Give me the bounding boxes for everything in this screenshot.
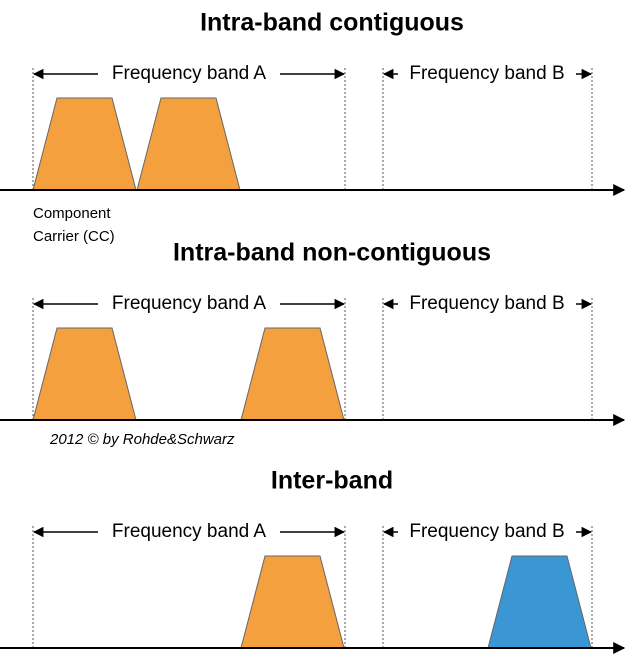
band-label: Frequency band B [409,293,564,314]
band-label: Frequency band B [409,521,564,542]
band-label: Frequency band B [409,63,564,84]
carrier [32,327,137,421]
carrier [136,97,241,191]
carrier [487,555,592,649]
carrier [32,97,137,191]
copyright: 2012 © by Rohde&Schwarz [49,431,235,448]
band-label: Frequency band A [112,521,267,542]
annotation: Carrier (CC) [33,228,115,245]
band-label: Frequency band A [112,293,267,314]
band-label: Frequency band A [112,63,267,84]
panel-title: Intra-band contiguous [200,9,464,37]
panel-title: Inter-band [271,467,393,495]
panel-title: Intra-band non-contiguous [173,239,491,267]
carrier [240,555,345,649]
carrier [240,327,345,421]
annotation: Component [33,205,111,222]
